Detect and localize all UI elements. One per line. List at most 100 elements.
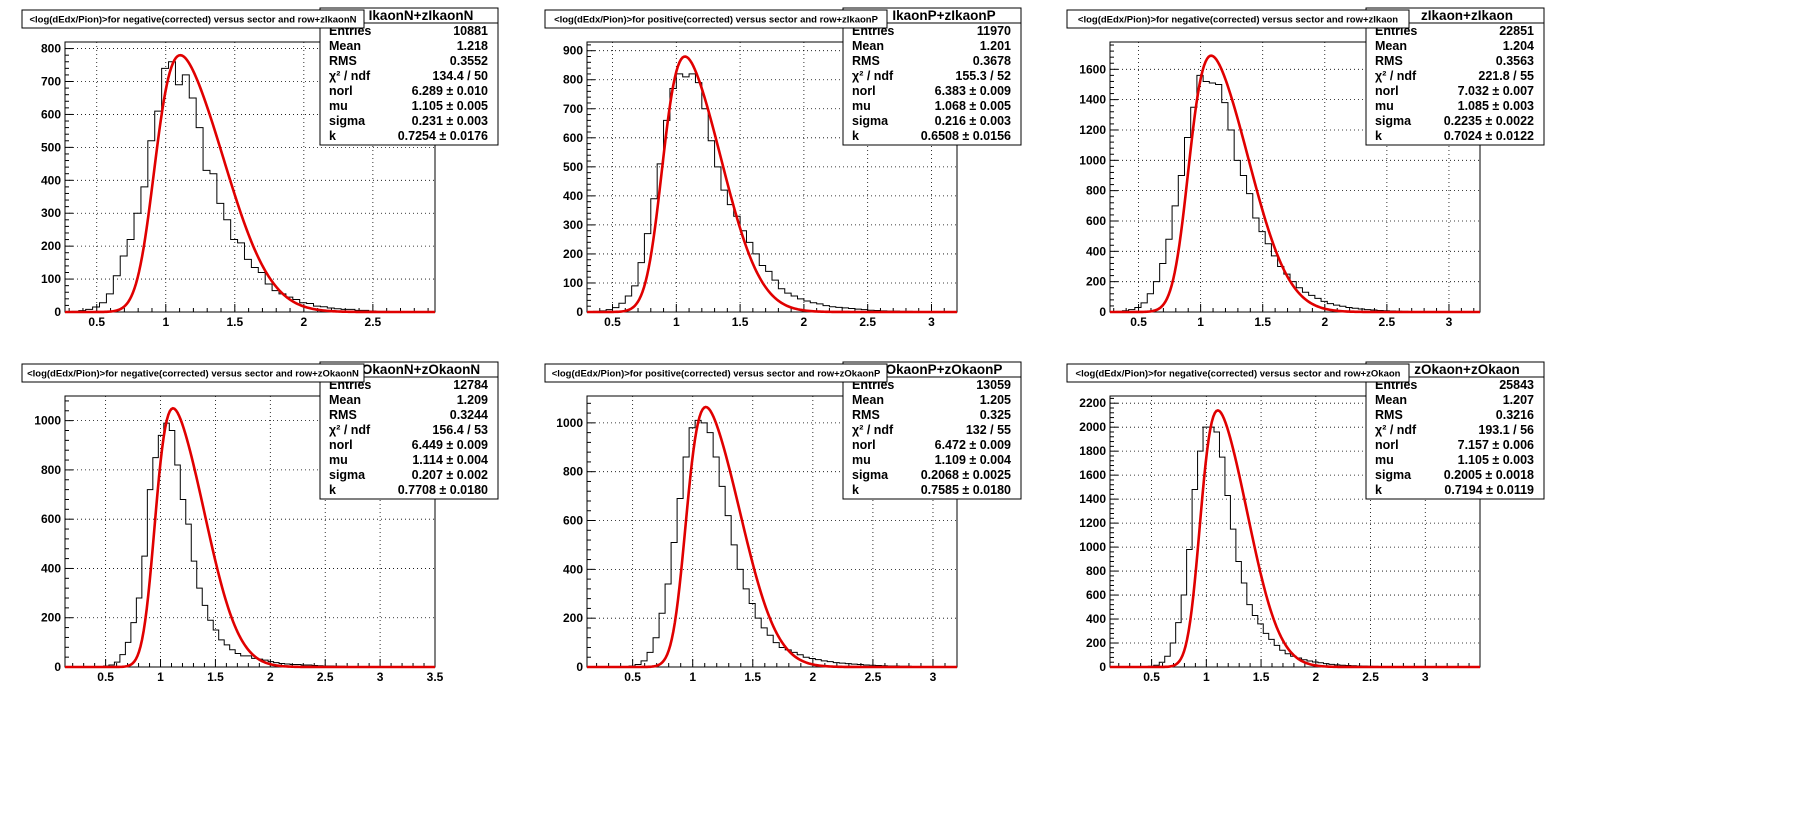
plot-frame	[64, 395, 436, 668]
pad-title: <log(dEdx/Pion)>for negative(corrected) …	[1078, 15, 1398, 26]
stat-label: RMS	[329, 408, 357, 422]
y-tick-label: 2200	[1079, 396, 1106, 410]
stat-value: 0.7194 ± 0.0119	[1444, 483, 1534, 497]
plot-frame	[586, 395, 958, 668]
y-tick-label: 100	[563, 276, 583, 290]
stat-label: mu	[329, 99, 348, 113]
stat-label: χ² / ndf	[1375, 423, 1417, 437]
y-tick-label: 200	[1086, 275, 1106, 289]
stat-value: 12784	[453, 378, 488, 392]
stat-label: sigma	[329, 468, 366, 482]
x-tick-label: 2	[801, 315, 808, 329]
x-tick-label: 3	[377, 670, 384, 684]
hist-name: IkaonN+zIkaonN	[369, 8, 474, 23]
stat-label: χ² / ndf	[329, 69, 371, 83]
stat-label: sigma	[1375, 468, 1412, 482]
stat-value: 11970	[977, 24, 1011, 38]
y-tick-label: 600	[563, 131, 583, 145]
stat-value: 155.3 / 52	[955, 69, 1011, 83]
y-tick-label: 100	[41, 272, 61, 286]
stat-value: 0.3563	[1496, 54, 1534, 68]
hist-name: zIkaon+zIkaon	[1421, 8, 1513, 23]
y-tick-label: 800	[41, 463, 61, 477]
stats-box	[319, 7, 499, 146]
stat-label: mu	[852, 453, 871, 467]
stats-box	[1365, 7, 1545, 146]
x-tick-label: 1.5	[1253, 670, 1270, 684]
pad-title: <log(dEdx/Pion)>for positive(corrected) …	[552, 369, 881, 380]
stat-value: 1.204	[1503, 39, 1534, 53]
fit-curve	[65, 406, 435, 669]
x-tick-label: 2	[1321, 315, 1328, 329]
x-tick-label: 1.5	[1254, 315, 1271, 329]
x-tick-label: 0.5	[624, 670, 641, 684]
y-tick-label: 600	[41, 512, 61, 526]
stat-value: 0.3244	[450, 408, 488, 422]
stat-value: 221.8 / 55	[1478, 69, 1534, 83]
stat-label: χ² / ndf	[852, 69, 894, 83]
x-tick-label: 1	[673, 315, 680, 329]
x-tick-label: 2.5	[865, 670, 882, 684]
x-tick-label: 3.5	[427, 670, 444, 684]
stat-label: k	[852, 483, 859, 497]
y-tick-label: 400	[1086, 244, 1106, 258]
y-tick-label: 400	[563, 562, 583, 576]
fit-curve	[1110, 54, 1480, 314]
x-tick-label: 0.5	[604, 315, 621, 329]
x-tick-label: 2	[300, 315, 307, 329]
x-tick-label: 1	[157, 670, 164, 684]
title-box	[21, 9, 365, 29]
stat-value: 0.2235 ± 0.0022	[1444, 114, 1534, 128]
x-tick-label: 2.5	[1379, 315, 1396, 329]
stat-value: 193.1 / 56	[1478, 423, 1534, 437]
stat-label: norl	[1375, 438, 1399, 452]
x-tick-label: 0.5	[88, 315, 105, 329]
stat-value: 1.085 ± 0.003	[1458, 99, 1534, 113]
y-tick-label: 1400	[1079, 492, 1106, 506]
pad-title: <log(dEdx/Pion)>for negative(corrected) …	[27, 369, 359, 380]
x-tick-label: 1	[1203, 670, 1210, 684]
y-tick-label: 300	[563, 218, 583, 232]
x-tick-label: 1.5	[207, 670, 224, 684]
y-tick-label: 1400	[1079, 93, 1106, 107]
y-tick-label: 400	[41, 561, 61, 575]
y-tick-label: 1200	[1079, 516, 1106, 530]
stat-label: norl	[329, 84, 353, 98]
stat-label: RMS	[852, 408, 880, 422]
y-tick-label: 900	[563, 44, 583, 58]
stat-label: mu	[852, 99, 871, 113]
histogram-steps	[587, 419, 957, 668]
x-tick-label: 1	[162, 315, 169, 329]
pad-1: 0.5 1 1.5 2 2.5 0 100 200 300 400 500 600 700 800 Ikao…	[21, 7, 499, 329]
stat-value: 10881	[453, 24, 488, 38]
y-tick-label: 300	[41, 206, 61, 220]
pad-title: <log(dEdx/Pion)>for positive(corrected) …	[554, 15, 879, 26]
stat-value: 6.472 ± 0.009	[935, 438, 1011, 452]
pad-3: 0.5 1 1.5 2 2.5 3 0 200 400 600 800 1000 1200 1400 160…	[1066, 7, 1545, 329]
x-tick-label: 2	[267, 670, 274, 684]
hist-name: zOkaon+zOkaon	[1414, 362, 1519, 377]
x-tick-label: 2	[810, 670, 817, 684]
stat-label: χ² / ndf	[1375, 69, 1417, 83]
y-tick-label: 700	[41, 75, 61, 89]
stat-value: 0.2068 ± 0.0025	[921, 468, 1011, 482]
y-tick-label: 1000	[556, 416, 583, 430]
stat-label: RMS	[329, 54, 357, 68]
x-tick-label: 2.5	[1362, 670, 1379, 684]
y-tick-label: 1000	[1079, 540, 1106, 554]
y-tick-label: 1600	[1079, 62, 1106, 76]
x-tick-label: 1.5	[226, 315, 243, 329]
x-tick-label: 3	[930, 670, 937, 684]
stat-value: 0.7708 ± 0.0180	[398, 483, 488, 497]
x-tick-label: 3	[1446, 315, 1453, 329]
stat-value: 0.3678	[973, 54, 1011, 68]
hist-name: OkaonP+zOkaonP	[886, 362, 1003, 377]
stats-box	[319, 361, 499, 500]
stat-value: 0.325	[980, 408, 1011, 422]
y-tick-label: 0	[54, 305, 61, 319]
y-tick-label: 0	[576, 660, 583, 674]
stat-value: 1.207	[1503, 393, 1534, 407]
plot-frame	[586, 41, 958, 313]
y-tick-label: 800	[1086, 184, 1106, 198]
